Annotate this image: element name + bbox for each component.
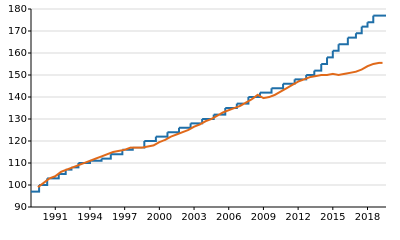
x-tick-label: 2000 bbox=[147, 212, 172, 223]
y-tick-label: 160 bbox=[8, 48, 27, 59]
step-segment bbox=[332, 44, 340, 52]
step-segment bbox=[259, 88, 273, 94]
step-segment bbox=[327, 50, 334, 59]
step-segment bbox=[236, 97, 250, 105]
step-segment bbox=[167, 127, 181, 134]
step-segment bbox=[202, 114, 215, 120]
y-tick-label: 90 bbox=[14, 202, 27, 213]
x-tick-label: 2012 bbox=[285, 212, 310, 223]
x-tick-label: 1994 bbox=[77, 212, 102, 223]
step-segment bbox=[306, 70, 316, 76]
step-segment bbox=[89, 158, 103, 162]
step-segment bbox=[101, 154, 112, 160]
step-segment bbox=[110, 149, 124, 156]
y-tick-label: 120 bbox=[8, 136, 27, 147]
step-segment bbox=[155, 132, 169, 138]
step-segment bbox=[314, 64, 323, 72]
y-tick-label: 100 bbox=[8, 180, 27, 191]
data-line bbox=[37, 61, 383, 188]
x-tick-label: 2018 bbox=[355, 212, 380, 223]
y-tick-label: 130 bbox=[8, 114, 27, 125]
x-tick-label: 2006 bbox=[216, 212, 241, 223]
y-tick-label: 170 bbox=[8, 26, 27, 37]
x-tick-label: 2003 bbox=[181, 212, 206, 223]
step-segment bbox=[361, 22, 369, 28]
y-tick-label: 140 bbox=[8, 92, 27, 103]
step-segment bbox=[367, 15, 375, 24]
step-segment bbox=[355, 26, 363, 35]
x-tick-label: 2015 bbox=[320, 212, 345, 223]
x-tick-label: 1991 bbox=[43, 212, 68, 223]
step-segment bbox=[271, 83, 285, 90]
step-segment bbox=[347, 33, 357, 39]
x-tick-label: 2009 bbox=[251, 212, 276, 223]
step-segment bbox=[144, 136, 157, 142]
y-tick-label: 180 bbox=[8, 4, 27, 15]
x-tick-label: 1997 bbox=[112, 212, 137, 223]
y-tick-label: 150 bbox=[8, 70, 27, 81]
chart: 90 100 110 120 130 140 150 160 170 180 1991 1994 199… bbox=[0, 0, 400, 229]
step-segment bbox=[338, 37, 349, 46]
background bbox=[0, 0, 400, 229]
step-segment bbox=[321, 57, 329, 65]
y-tick-label: 110 bbox=[8, 158, 27, 169]
